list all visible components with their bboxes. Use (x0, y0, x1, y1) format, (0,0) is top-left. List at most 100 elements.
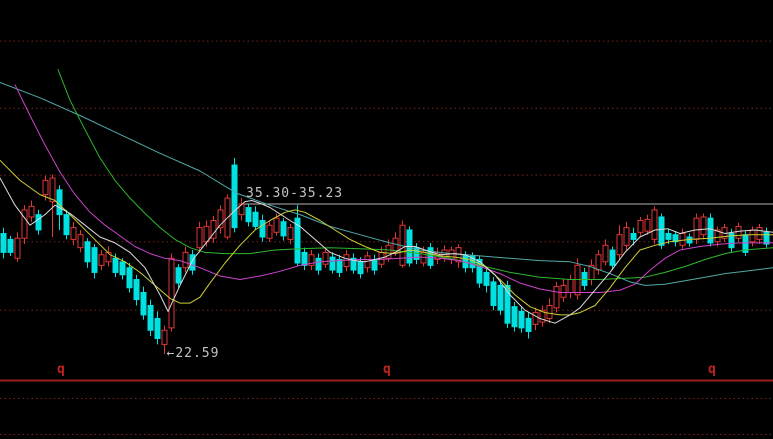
candle[interactable] (105, 246, 112, 267)
candle[interactable] (525, 312, 532, 339)
candle[interactable] (35, 209, 42, 235)
candle[interactable] (602, 239, 609, 266)
candle[interactable] (560, 279, 567, 302)
candle[interactable] (301, 247, 308, 271)
candle-body (427, 247, 434, 266)
candle[interactable] (182, 246, 189, 273)
candles-layer[interactable] (0, 157, 770, 354)
candle[interactable] (399, 220, 406, 268)
x-axis-marker: q (57, 362, 65, 377)
candle[interactable] (14, 232, 21, 262)
candle[interactable] (672, 231, 679, 247)
candle[interactable] (84, 238, 91, 268)
candle[interactable] (539, 305, 546, 327)
candle[interactable] (707, 213, 714, 247)
candle[interactable] (217, 205, 224, 234)
candle[interactable] (385, 239, 392, 262)
candle[interactable] (546, 298, 553, 324)
candle[interactable] (294, 205, 301, 267)
candle[interactable] (749, 226, 756, 247)
candle[interactable] (147, 299, 154, 337)
candle-body (630, 233, 637, 240)
candle[interactable] (595, 250, 602, 275)
candle[interactable] (91, 244, 98, 279)
candle[interactable] (588, 259, 595, 286)
candle[interactable] (350, 253, 357, 274)
candle[interactable] (532, 307, 539, 331)
candle[interactable] (735, 222, 742, 242)
candle[interactable] (665, 228, 672, 245)
candle[interactable] (483, 267, 490, 293)
candle[interactable] (609, 246, 616, 271)
candle[interactable] (259, 214, 266, 242)
candle[interactable] (504, 280, 511, 328)
candle[interactable] (490, 277, 497, 311)
candle[interactable] (231, 157, 238, 233)
candle[interactable] (455, 244, 462, 268)
candle[interactable] (581, 267, 588, 291)
candle-body (483, 271, 490, 286)
candle[interactable] (119, 258, 126, 280)
candle[interactable] (427, 242, 434, 269)
candle[interactable] (63, 209, 70, 240)
candle[interactable] (161, 325, 168, 354)
candle[interactable] (175, 264, 182, 288)
candle[interactable] (623, 221, 630, 251)
candle[interactable] (140, 286, 147, 320)
candle[interactable] (553, 281, 560, 313)
candle[interactable] (308, 250, 315, 271)
candle[interactable] (7, 235, 14, 256)
candle[interactable] (224, 194, 231, 240)
candle[interactable] (0, 227, 7, 259)
candle[interactable] (322, 247, 329, 268)
candle[interactable] (126, 263, 133, 293)
candle[interactable] (154, 311, 161, 345)
candle[interactable] (630, 227, 637, 246)
candle[interactable] (280, 218, 287, 241)
candle[interactable] (196, 221, 203, 253)
candle[interactable] (210, 215, 217, 243)
candle[interactable] (266, 220, 273, 242)
candle-body (518, 310, 525, 329)
candle[interactable] (651, 206, 658, 245)
candle[interactable] (371, 254, 378, 275)
candle[interactable] (511, 301, 518, 332)
candle[interactable] (49, 174, 56, 238)
candle-body (196, 227, 203, 249)
candle[interactable] (168, 253, 175, 332)
candle[interactable] (756, 224, 763, 245)
candle[interactable] (518, 306, 525, 333)
candle[interactable] (357, 257, 364, 279)
candle[interactable] (448, 246, 455, 265)
candle[interactable] (567, 274, 574, 299)
candle[interactable] (252, 206, 259, 230)
candle[interactable] (644, 214, 651, 235)
candle-body (357, 261, 364, 275)
candle[interactable] (287, 224, 294, 245)
candle[interactable] (245, 204, 252, 227)
candle[interactable] (98, 250, 105, 271)
candle[interactable] (189, 250, 196, 275)
candle-body (56, 189, 63, 216)
candle[interactable] (700, 213, 707, 240)
candle[interactable] (637, 216, 644, 236)
candle-body (147, 304, 154, 331)
candle-body (126, 267, 133, 289)
candle[interactable] (77, 229, 84, 253)
candle[interactable] (336, 254, 343, 278)
candle[interactable] (679, 228, 686, 249)
candle[interactable] (21, 205, 28, 245)
candle[interactable] (616, 225, 623, 260)
candle[interactable] (133, 274, 140, 306)
candle[interactable] (714, 226, 721, 247)
candle[interactable] (70, 221, 77, 246)
candle[interactable] (658, 213, 665, 249)
candle[interactable] (238, 198, 245, 221)
candle[interactable] (28, 200, 35, 222)
candle[interactable] (329, 252, 336, 274)
candle[interactable] (315, 253, 322, 275)
candle-body (35, 214, 42, 231)
candle[interactable] (497, 279, 504, 315)
candle[interactable] (763, 227, 770, 248)
